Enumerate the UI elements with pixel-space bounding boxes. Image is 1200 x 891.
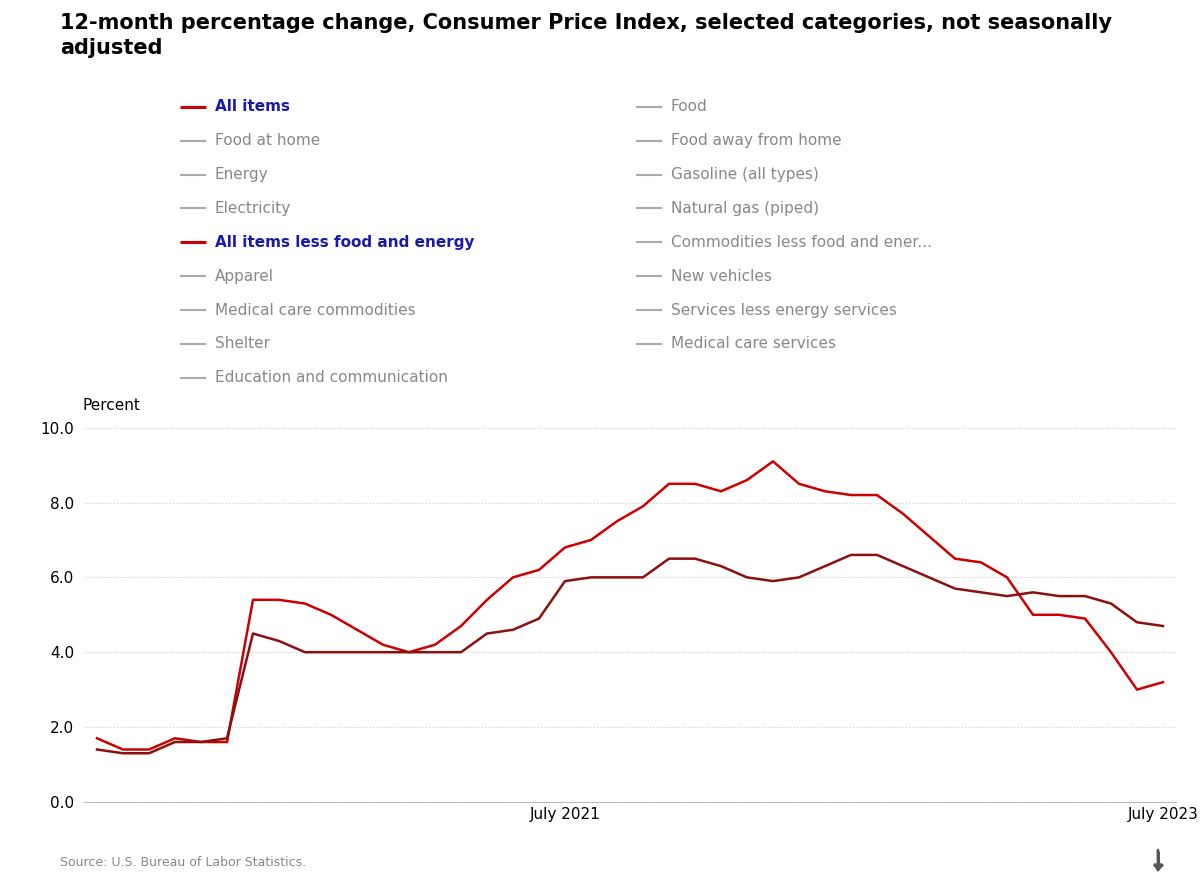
Text: Education and communication: Education and communication	[215, 371, 448, 385]
Text: Medical care services: Medical care services	[671, 337, 836, 351]
Text: 12-month percentage change, Consumer Price Index, selected categories, not seaso: 12-month percentage change, Consumer Pri…	[60, 13, 1112, 58]
Text: Services less energy services: Services less energy services	[671, 303, 896, 317]
Text: Gasoline (all types): Gasoline (all types)	[671, 168, 818, 182]
Text: Shelter: Shelter	[215, 337, 270, 351]
Text: ↓: ↓	[1147, 851, 1169, 875]
Text: Food at home: Food at home	[215, 134, 320, 148]
Text: All items: All items	[215, 100, 289, 114]
Text: Food away from home: Food away from home	[671, 134, 841, 148]
Text: Percent: Percent	[83, 397, 140, 413]
Text: Energy: Energy	[215, 168, 269, 182]
Text: Source: U.S. Bureau of Labor Statistics.: Source: U.S. Bureau of Labor Statistics.	[60, 855, 306, 869]
Text: Apparel: Apparel	[215, 269, 274, 283]
Text: New vehicles: New vehicles	[671, 269, 772, 283]
Text: Commodities less food and ener...: Commodities less food and ener...	[671, 235, 932, 249]
Text: Medical care commodities: Medical care commodities	[215, 303, 415, 317]
Text: Food: Food	[671, 100, 708, 114]
Text: Natural gas (piped): Natural gas (piped)	[671, 201, 818, 216]
Text: All items less food and energy: All items less food and energy	[215, 235, 474, 249]
Text: Electricity: Electricity	[215, 201, 292, 216]
